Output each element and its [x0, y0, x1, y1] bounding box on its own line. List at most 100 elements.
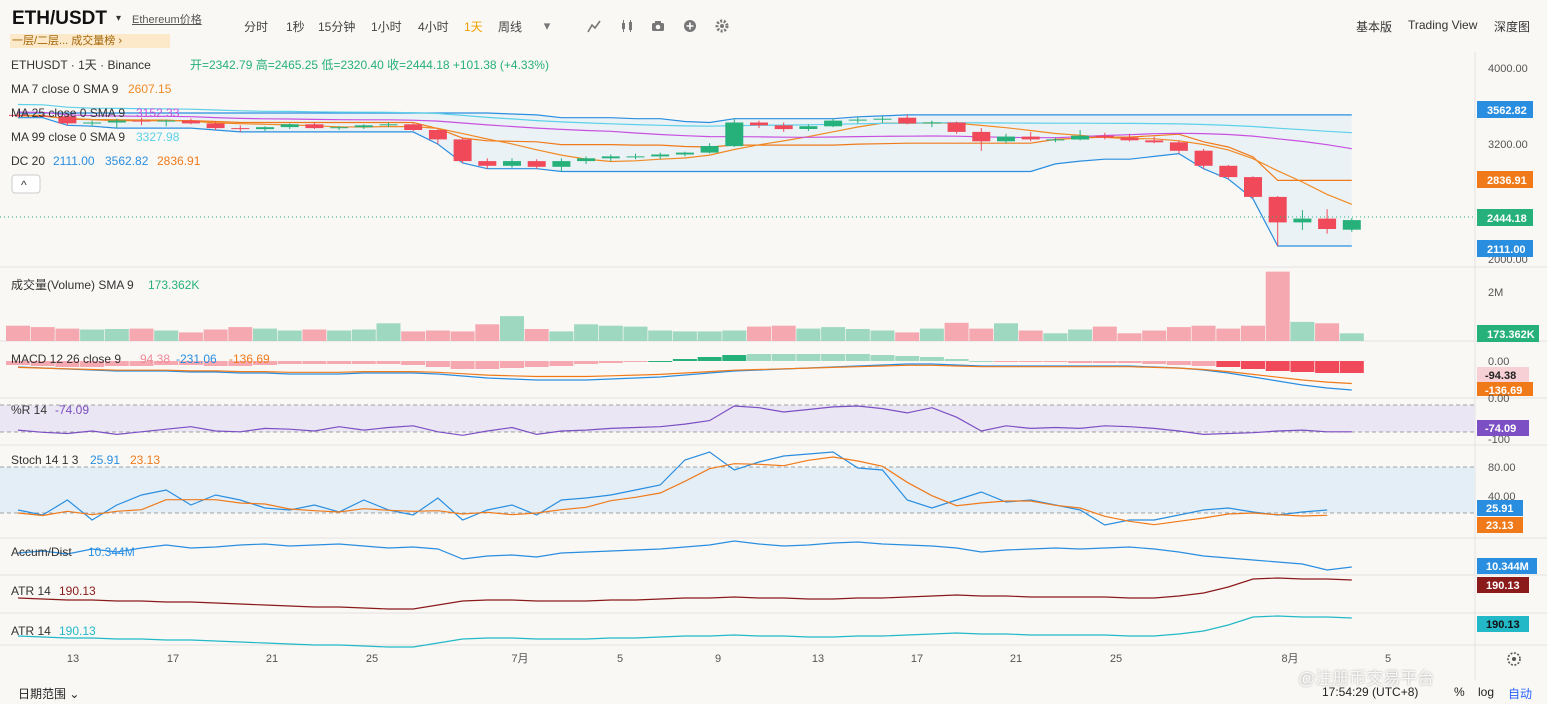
tf-tick[interactable]: 分时	[244, 20, 269, 34]
macd-hist-bar	[425, 361, 450, 367]
volume-bar	[919, 328, 944, 341]
tf-1d[interactable]: 1天	[464, 20, 483, 34]
add-icon[interactable]	[683, 19, 697, 33]
accum-value: 10.344M	[88, 545, 135, 559]
candles-group	[9, 113, 1361, 246]
macd-hist-bar	[845, 354, 870, 361]
willr-axis-top: 0.00	[1488, 393, 1509, 405]
volume-bar	[30, 327, 55, 341]
candle-body	[503, 161, 521, 166]
candle-body	[997, 136, 1015, 142]
volume-bar	[1265, 271, 1290, 341]
candle-body	[379, 124, 398, 126]
volume-bar	[277, 330, 302, 341]
ma99-value: 3327.98	[136, 130, 180, 144]
time-tick: 8月	[1281, 653, 1298, 665]
auto-toggle[interactable]: 自动	[1508, 687, 1533, 701]
candle-body	[1342, 220, 1361, 230]
macd-legend: MACD 12 26 close 9	[11, 352, 121, 366]
macd-hist-bar	[722, 355, 747, 361]
dc-label: DC 20	[11, 154, 45, 168]
svg-text:3562.82: 3562.82	[1487, 105, 1527, 117]
macd-hist-bar	[178, 361, 203, 365]
price-tick: 3200.00	[1488, 139, 1528, 151]
volume-bar	[1018, 330, 1043, 341]
log-toggle[interactable]: log	[1478, 685, 1495, 699]
volume-bar	[450, 331, 475, 341]
chart-settings-icon[interactable]	[1507, 652, 1521, 666]
symbol-tags[interactable]: 一层/二层... 成交量榜 ›	[10, 34, 170, 48]
symbol-subtitle-link[interactable]: Ethereum价格	[132, 14, 202, 26]
camera-icon[interactable]	[651, 19, 665, 33]
candle-body	[1145, 140, 1164, 143]
macd-hist-bar	[475, 361, 500, 369]
atr2-legend: ATR 14	[11, 624, 51, 638]
date-range-button[interactable]: 日期范围 ⌄	[18, 687, 80, 701]
candle-type-icon[interactable]	[620, 19, 634, 33]
candle-body	[577, 158, 596, 162]
main-legend-ohlc: 开=2342.79 高=2465.25 低=2320.40 收=2444.18 …	[190, 57, 549, 72]
atr-line-1	[17, 577, 1352, 610]
volume-bar	[253, 328, 277, 341]
symbol-title[interactable]: ETH/USDT	[12, 8, 107, 29]
macd-hist-bar	[327, 361, 352, 364]
candle-body	[58, 116, 77, 124]
dc-value-1: 2111.00	[53, 154, 95, 168]
timeframe-dropdown-icon[interactable]: ▾	[543, 18, 551, 33]
view-depth[interactable]: 深度图	[1494, 20, 1531, 34]
clock: 17:54:29 (UTC+8)	[1322, 685, 1419, 699]
volume-bar	[1043, 333, 1068, 341]
macd-hist-bar	[228, 361, 253, 366]
stoch-k-line	[17, 451, 1328, 526]
macd-value-2: -231.06	[176, 352, 217, 366]
volume-bar	[203, 329, 228, 341]
ma7-label: MA 7 close 0 SMA 9	[11, 82, 119, 96]
volume-bar	[376, 323, 401, 341]
tf-1h[interactable]: 1小时	[371, 20, 402, 34]
volume-bar	[648, 330, 673, 341]
macd-value-1: 94.38	[140, 352, 170, 366]
candle-body	[873, 118, 892, 120]
macd-hist-bar	[1339, 361, 1364, 373]
volume-bar	[228, 327, 253, 341]
volume-bar	[80, 329, 105, 341]
volume-bar	[1117, 333, 1142, 341]
time-tick: 7月	[511, 653, 528, 665]
stoch-badge-k: 25.91	[1477, 500, 1523, 516]
tf-4h[interactable]: 4小时	[418, 20, 449, 34]
svg-text:-136.69: -136.69	[1485, 385, 1522, 397]
candle-body	[947, 122, 966, 132]
percent-toggle[interactable]: %	[1454, 685, 1465, 699]
indicator-icon[interactable]	[587, 19, 601, 33]
candle-body	[478, 161, 497, 166]
candle-body	[898, 117, 917, 124]
volume-bar	[895, 332, 920, 341]
settings-icon[interactable]	[715, 19, 729, 33]
macd-hist-bar	[598, 361, 623, 363]
volume-bar	[771, 325, 796, 341]
time-axis: 13 17 21 25 7月 5 9 13 17 21 25 8月 5	[67, 653, 1391, 665]
chart-area[interactable]: ETHUSDT · 1天 · Binance 开=2342.79 高=2465.…	[0, 52, 1547, 704]
legend-collapse-button[interactable]: ^	[11, 174, 41, 194]
macd-hist-bar	[870, 355, 895, 361]
candle-body	[675, 152, 694, 155]
macd-hist-bar	[672, 359, 697, 361]
time-tick: 9	[715, 653, 721, 665]
tf-15m[interactable]: 15分钟	[318, 20, 356, 34]
macd-hist-bar	[1315, 361, 1340, 373]
candle-body	[83, 122, 102, 124]
price-badge-last: 2444.18	[1477, 209, 1533, 226]
price-badge-dc-upper: 3562.82	[1477, 101, 1533, 118]
tf-1s[interactable]: 1秒	[286, 20, 305, 34]
symbol-dropdown-icon[interactable]: ▾	[116, 13, 122, 24]
tf-1w[interactable]: 周线	[498, 20, 523, 34]
macd-line	[17, 363, 1352, 391]
macd-hist-bar	[1092, 361, 1117, 363]
view-tradingview[interactable]: Trading View	[1408, 18, 1478, 32]
candle-body	[799, 126, 818, 129]
bottom-bar: 日期范围 ⌄ 17:54:29 (UTC+8) % log 自动	[0, 680, 1547, 704]
view-basic[interactable]: 基本版	[1356, 20, 1393, 34]
svg-text:-94.38: -94.38	[1485, 370, 1516, 382]
volume-bars	[6, 271, 1364, 341]
macd-hist-bar	[994, 361, 1018, 362]
